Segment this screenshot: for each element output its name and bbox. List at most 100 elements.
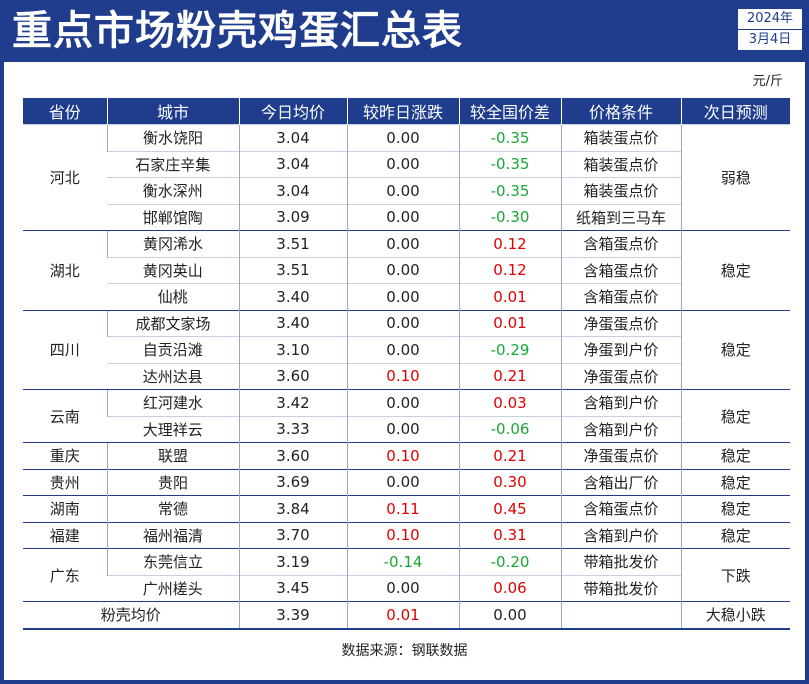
city-cell: 常德 xyxy=(106,495,239,522)
province-cell: 广东 xyxy=(23,548,107,602)
col-header-province: 省份 xyxy=(23,98,107,125)
col-header-condition: 价格条件 xyxy=(560,98,681,125)
diff-cell: -0.20 xyxy=(458,548,561,575)
city-cell: 衡水饶阳 xyxy=(106,124,239,151)
data-source: 数据来源：钢联数据 xyxy=(341,643,468,659)
unit-label: 元/斤 xyxy=(752,74,783,89)
condition-cell: 净蛋蛋点价 xyxy=(560,362,681,390)
condition-cell: 含箱蛋点价 xyxy=(560,283,681,310)
city-cell: 成都文家场 xyxy=(106,309,239,337)
change-cell: 0.00 xyxy=(346,336,459,363)
condition-cell: 含箱到户价 xyxy=(560,415,681,443)
price-cell: 3.70 xyxy=(238,521,347,549)
forecast-cell: 稳定 xyxy=(680,442,790,469)
diff-cell: -0.35 xyxy=(458,124,561,151)
summary-price: 3.39 xyxy=(238,601,347,630)
price-cell: 3.51 xyxy=(238,256,347,284)
forecast-cell: 弱稳 xyxy=(680,124,790,231)
diff-cell: -0.29 xyxy=(458,336,561,363)
summary-change: 0.01 xyxy=(346,601,459,630)
change-cell: 0.00 xyxy=(346,177,459,204)
condition-cell: 箱装蛋点价 xyxy=(560,177,681,204)
change-cell: 0.10 xyxy=(346,442,459,469)
city-cell: 邯郸馆陶 xyxy=(107,203,239,231)
table-row: 黄冈英山 3.51 0.00 0.12 含箱蛋点价 xyxy=(23,256,790,284)
price-cell: 3.60 xyxy=(238,362,347,390)
diff-cell: 0.06 xyxy=(458,574,561,602)
city-cell: 东莞信立 xyxy=(106,548,239,575)
province-cell: 贵州 xyxy=(23,468,107,496)
table-row: 达州达县 3.60 0.10 0.21 净蛋蛋点价 xyxy=(23,362,790,390)
change-cell: 0.00 xyxy=(346,574,459,602)
change-cell: 0.00 xyxy=(346,309,459,337)
city-cell: 达州达县 xyxy=(107,362,239,390)
price-cell: 3.19 xyxy=(238,548,347,575)
col-header-city: 城市 xyxy=(106,98,239,125)
col-header-change: 较昨日涨跌 xyxy=(346,98,459,125)
price-cell: 3.60 xyxy=(238,442,347,469)
city-cell: 黄冈浠水 xyxy=(106,230,239,257)
table-row: 河北 衡水饶阳 3.04 0.00 -0.35 箱装蛋点价 弱稳 xyxy=(23,124,790,231)
province-cell: 福建 xyxy=(23,521,107,549)
forecast-cell: 稳定 xyxy=(680,389,790,443)
table-row: 广东 东莞信立 3.19 -0.14 -0.20 带箱批发价 下跌 xyxy=(23,548,790,602)
change-cell: 0.00 xyxy=(346,415,459,443)
diff-cell: 0.21 xyxy=(458,442,561,469)
price-cell: 3.45 xyxy=(238,574,347,602)
date-day: 3月4日 xyxy=(748,32,792,47)
change-cell: 0.00 xyxy=(346,203,459,231)
price-table: 省份 城市 今日均价 较昨日涨跌 较全国价差 价格条件 次日预测 河北 衡水饶阳 3… xyxy=(23,98,790,630)
page-title: 重点市场粉壳鸡蛋汇总表 xyxy=(12,8,463,54)
table-row: 贵州 贵阳 3.69 0.00 0.30 含箱出厂价 稳定 xyxy=(23,468,790,496)
price-cell: 3.04 xyxy=(238,124,347,151)
city-cell: 自贡沿滩 xyxy=(107,336,239,363)
diff-cell: -0.06 xyxy=(458,415,561,443)
province-cell: 重庆 xyxy=(23,442,107,469)
price-cell: 3.09 xyxy=(238,203,347,231)
price-cell: 3.51 xyxy=(238,230,347,257)
condition-cell: 含箱蛋点价 xyxy=(560,256,681,284)
diff-cell: 0.03 xyxy=(458,389,561,416)
table-row: 自贡沿滩 3.10 0.00 -0.29 净蛋到户价 xyxy=(23,336,790,363)
summary-label: 粉壳均价 xyxy=(23,601,239,630)
diff-cell: 0.45 xyxy=(458,495,561,522)
price-cell: 3.10 xyxy=(238,336,347,363)
price-cell: 3.04 xyxy=(238,150,347,178)
condition-cell: 含箱到户价 xyxy=(560,389,681,416)
condition-cell: 带箱批发价 xyxy=(560,574,681,602)
condition-cell: 含箱蛋点价 xyxy=(560,495,681,522)
summary-diff: 0.00 xyxy=(458,601,561,630)
condition-cell: 含箱到户价 xyxy=(560,521,681,549)
diff-cell: -0.35 xyxy=(458,177,561,204)
change-cell: 0.11 xyxy=(346,495,459,522)
change-cell: 0.00 xyxy=(346,230,459,257)
title-bar: 重点市场粉壳鸡蛋汇总表 2024年 3月4日 xyxy=(0,0,809,62)
change-cell: 0.00 xyxy=(346,468,459,496)
condition-cell: 箱装蛋点价 xyxy=(560,124,681,151)
province-cell: 湖北 xyxy=(23,230,107,310)
forecast-cell: 稳定 xyxy=(680,495,790,522)
diff-cell: 0.21 xyxy=(458,362,561,390)
diff-cell: -0.30 xyxy=(458,203,561,231)
price-cell: 3.84 xyxy=(238,495,347,522)
price-cell: 3.69 xyxy=(238,468,347,496)
condition-cell: 净蛋到户价 xyxy=(560,336,681,363)
condition-cell: 箱装蛋点价 xyxy=(560,150,681,178)
condition-cell: 含箱蛋点价 xyxy=(560,230,681,257)
city-cell: 红河建水 xyxy=(106,389,239,416)
table-row: 广州槎头 3.45 0.00 0.06 带箱批发价 xyxy=(23,574,790,602)
table-row: 福建 福州福清 3.70 0.10 0.31 含箱到户价 稳定 xyxy=(23,521,790,549)
diff-cell: 0.30 xyxy=(458,468,561,496)
table-row: 石家庄辛集 3.04 0.00 -0.35 箱装蛋点价 xyxy=(23,150,790,178)
province-cell: 湖南 xyxy=(23,495,107,522)
province-cell: 云南 xyxy=(23,389,107,443)
price-cell: 3.04 xyxy=(238,177,347,204)
col-header-forecast: 次日预测 xyxy=(680,98,790,125)
forecast-cell: 稳定 xyxy=(680,230,790,310)
price-cell: 3.40 xyxy=(238,309,347,337)
change-cell: 0.00 xyxy=(346,389,459,416)
condition-cell: 纸箱到三马车 xyxy=(560,203,681,231)
price-cell: 3.40 xyxy=(238,283,347,310)
diff-cell: 0.31 xyxy=(458,521,561,549)
table-row: 邯郸馆陶 3.09 0.00 -0.30 纸箱到三马车 xyxy=(23,203,790,231)
